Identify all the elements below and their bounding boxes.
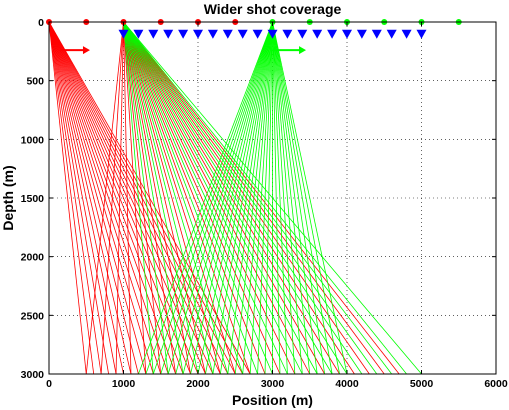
receiver-marker [267, 29, 278, 39]
receiver-marker [282, 29, 293, 39]
x-tick-label: 3000 [261, 378, 285, 390]
receiver-marker [163, 29, 174, 39]
ray-path [123, 21, 318, 375]
x-tick-label: 4000 [335, 378, 359, 390]
ray-path [175, 21, 273, 375]
ray-path [123, 21, 184, 375]
ray-path [123, 21, 229, 375]
receiver-marker [133, 29, 144, 39]
x-tick-label: 0 [46, 378, 52, 390]
receiver-marker [237, 29, 248, 39]
y-tick-label: 0 [38, 17, 44, 29]
receiver-marker [401, 29, 412, 39]
receiver-marker [193, 29, 203, 39]
tick-marks [48, 21, 497, 375]
receiver-marker [386, 29, 397, 39]
ray-path [123, 21, 132, 375]
ray-path [123, 21, 378, 375]
ray-path [272, 21, 340, 375]
ray-path [123, 21, 273, 375]
ray-path [272, 21, 311, 375]
ray-paths [48, 21, 422, 375]
y-tick-label: 2500 [21, 310, 45, 322]
x-tick-label: 5000 [410, 378, 434, 390]
ray-path [48, 21, 95, 375]
ray-path [123, 21, 333, 375]
ray-path [123, 21, 258, 375]
receiver-marker [327, 29, 338, 39]
ray-path [115, 21, 124, 375]
ray-path [160, 21, 273, 375]
ray-path [123, 21, 422, 375]
receiver-marker [416, 29, 427, 39]
ray-path [48, 21, 124, 375]
direction-arrowhead [82, 46, 90, 55]
ray-path [123, 21, 162, 375]
y-tick-label: 500 [26, 76, 44, 88]
ray-path [123, 21, 236, 375]
ray-path [234, 21, 273, 375]
x-tick-label: 1000 [112, 378, 136, 390]
ray-path [48, 21, 139, 375]
chart-title: Wider shot coverage [204, 1, 342, 17]
ray-path [123, 21, 244, 375]
ray-path [123, 21, 348, 375]
ray-path [123, 21, 288, 375]
receiver-marker [371, 29, 382, 39]
ray-path [123, 21, 169, 375]
ray-path [249, 21, 273, 375]
direction-arrowhead [299, 46, 307, 55]
ray-path [264, 21, 273, 375]
receiver-marker [178, 29, 189, 39]
receiver-marker [148, 29, 159, 39]
receiver-marker [252, 29, 263, 39]
ray-path [205, 21, 273, 375]
y-tick-label: 1000 [21, 134, 45, 146]
ray-path [272, 21, 326, 375]
ray-path [190, 21, 273, 375]
ray-path [85, 21, 124, 375]
ray-path [123, 21, 363, 375]
ray-path [272, 21, 281, 375]
ray-path [123, 21, 199, 375]
ray-path [272, 21, 296, 375]
ray-path [219, 21, 273, 375]
ray-path [100, 21, 124, 375]
x-axis-label: Position (m) [232, 392, 313, 408]
ray-path [48, 21, 87, 375]
ray-path [48, 21, 154, 375]
y-tick-label: 3000 [21, 369, 45, 381]
receiver-marker [342, 29, 352, 39]
ray-path [123, 21, 214, 375]
receiver-marker [356, 29, 367, 39]
receiver-marker [312, 29, 323, 39]
x-tick-label: 2000 [186, 378, 210, 390]
receiver-marker [207, 29, 218, 39]
ray-path [123, 21, 303, 375]
x-tick-label: 6000 [484, 378, 508, 390]
ray-path [145, 21, 273, 375]
receiver-marker [297, 29, 308, 39]
receiver-marker [222, 29, 233, 39]
ray-path [123, 21, 147, 375]
ray-path [48, 21, 109, 375]
tick-labels: 0 1000 2000 3000 4000 5000 6000 0 500 1000 1500 200… [21, 17, 508, 390]
ray-path [123, 21, 407, 375]
y-tick-label: 1500 [21, 193, 45, 205]
receiver-marker [118, 29, 129, 39]
ray-path [123, 21, 154, 375]
direction-arrows [60, 46, 307, 55]
ray-path [123, 21, 393, 375]
y-axis-label: Depth (m) [0, 165, 16, 230]
y-tick-label: 2000 [21, 252, 45, 264]
